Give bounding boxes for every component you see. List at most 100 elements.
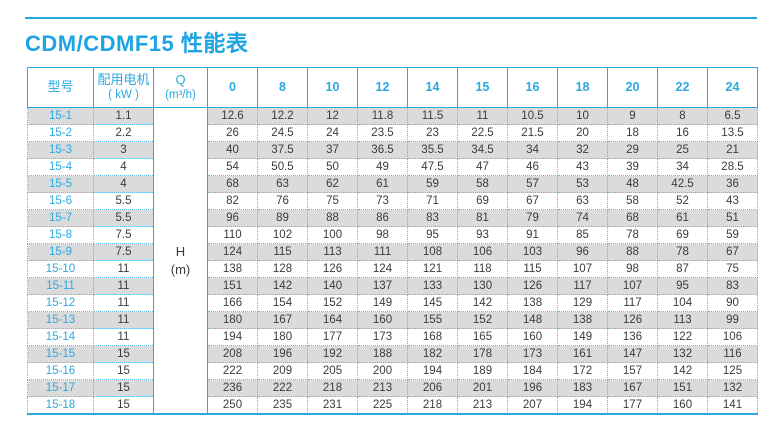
motor-power-cell: 5.5 xyxy=(93,192,154,210)
value-cell: 99 xyxy=(707,311,758,329)
value-cell: 236 xyxy=(207,379,258,397)
value-cell: 91 xyxy=(507,226,558,244)
model-cell: 15-17 xyxy=(27,379,94,397)
value-cell: 98 xyxy=(357,226,408,244)
col-header-flow-10: 10 xyxy=(307,67,358,108)
model-cell: 15-2 xyxy=(27,124,94,142)
value-cell: 154 xyxy=(257,294,308,312)
table-row: 15-3 3 40 37.5 37 36.5 35.5 34.5 34 32 29 25 21 xyxy=(27,141,758,159)
model-cell: 15-4 xyxy=(27,158,94,176)
col-header-flow-22: 22 xyxy=(657,67,708,108)
col-header-motor: 配用电机 ( kW ) xyxy=(93,67,154,108)
value-cell: 63 xyxy=(557,192,608,210)
model-cell: 15-13 xyxy=(27,311,94,329)
value-cell: 151 xyxy=(207,277,258,295)
table-row: 15-4 4 54 50.5 50 49 47.5 47 46 43 39 34 28.5 xyxy=(27,158,758,176)
value-cell: 118 xyxy=(457,260,508,278)
value-cell: 121 xyxy=(407,260,458,278)
value-cell: 200 xyxy=(357,362,408,380)
value-cell: 57 xyxy=(507,175,558,193)
value-cell: 108 xyxy=(407,243,458,261)
table-row: 15-18 15 250 235 231 225 218 213 207 194 177 160 141 xyxy=(27,396,758,415)
table-row: 15-8 7.5 110 102 100 98 95 93 91 85 78 69 59 xyxy=(27,226,758,244)
value-cell: 133 xyxy=(407,277,458,295)
value-cell: 115 xyxy=(257,243,308,261)
value-cell: 124 xyxy=(207,243,258,261)
value-cell: 68 xyxy=(207,175,258,193)
value-cell: 24.5 xyxy=(257,124,308,142)
value-cell: 83 xyxy=(707,277,758,295)
motor-power-cell: 5.5 xyxy=(93,209,154,227)
value-cell: 104 xyxy=(657,294,708,312)
value-cell: 235 xyxy=(257,396,308,415)
value-cell: 34.5 xyxy=(457,141,508,159)
value-cell: 35.5 xyxy=(407,141,458,159)
value-cell: 23.5 xyxy=(357,124,408,142)
value-cell: 132 xyxy=(707,379,758,397)
value-cell: 63 xyxy=(257,175,308,193)
value-cell: 95 xyxy=(407,226,458,244)
value-cell: 207 xyxy=(507,396,558,415)
value-cell: 86 xyxy=(357,209,408,227)
value-cell: 62 xyxy=(307,175,358,193)
value-cell: 12.6 xyxy=(207,107,258,125)
value-cell: 29 xyxy=(607,141,658,159)
value-cell: 126 xyxy=(507,277,558,295)
value-cell: 54 xyxy=(207,158,258,176)
value-cell: 126 xyxy=(607,311,658,329)
motor-power-cell: 15 xyxy=(93,379,154,397)
value-cell: 213 xyxy=(357,379,408,397)
value-cell: 106 xyxy=(457,243,508,261)
value-cell: 83 xyxy=(407,209,458,227)
value-cell: 42.5 xyxy=(657,175,708,193)
col-header-flow-0: 0 xyxy=(207,67,258,108)
motor-power-cell: 11 xyxy=(93,311,154,329)
motor-power-cell: 15 xyxy=(93,362,154,380)
value-cell: 141 xyxy=(707,396,758,415)
value-cell: 47 xyxy=(457,158,508,176)
col-header-flow-15: 15 xyxy=(457,67,508,108)
value-cell: 194 xyxy=(407,362,458,380)
value-cell: 81 xyxy=(457,209,508,227)
value-cell: 196 xyxy=(507,379,558,397)
value-cell: 58 xyxy=(457,175,508,193)
model-cell: 15-1 xyxy=(27,107,94,125)
value-cell: 137 xyxy=(357,277,408,295)
value-cell: 24 xyxy=(307,124,358,142)
model-cell: 15-5 xyxy=(27,175,94,193)
value-cell: 145 xyxy=(407,294,458,312)
value-cell: 182 xyxy=(407,345,458,363)
table-row: 15-7 5.5 96 89 88 86 83 81 79 74 68 61 51 xyxy=(27,209,758,227)
value-cell: 142 xyxy=(457,294,508,312)
value-cell: 142 xyxy=(657,362,708,380)
motor-power-cell: 15 xyxy=(93,396,154,415)
performance-table: 型号 配用电机 ( kW ) Q (m³/h) 0 8 10 12 14 15 16 18 20… xyxy=(27,67,758,415)
table-body: 15-1 1.1 H (m) 12.6 12.2 12 11.8 11.5 11 10.5 10 9 8 6… xyxy=(27,107,758,415)
value-cell: 16 xyxy=(657,124,708,142)
value-cell: 21 xyxy=(707,141,758,159)
table-row: 15-16 15 222 209 205 200 194 189 184 172 157 142 125 xyxy=(27,362,758,380)
top-divider xyxy=(25,17,757,19)
value-cell: 151 xyxy=(657,379,708,397)
value-cell: 67 xyxy=(507,192,558,210)
value-cell: 39 xyxy=(607,158,658,176)
value-cell: 9 xyxy=(607,107,658,125)
value-cell: 50 xyxy=(307,158,358,176)
table-row: 15-6 5.5 82 76 75 73 71 69 67 63 58 52 43 xyxy=(27,192,758,210)
value-cell: 201 xyxy=(457,379,508,397)
value-cell: 167 xyxy=(607,379,658,397)
model-cell: 15-8 xyxy=(27,226,94,244)
table-row: 15-10 11 138 128 126 124 121 118 115 107 98 87 75 xyxy=(27,260,758,278)
motor-power-cell: 11 xyxy=(93,328,154,346)
value-cell: 22.5 xyxy=(457,124,508,142)
col-header-flow-20: 20 xyxy=(607,67,658,108)
value-cell: 88 xyxy=(307,209,358,227)
value-cell: 148 xyxy=(507,311,558,329)
value-cell: 208 xyxy=(207,345,258,363)
value-cell: 178 xyxy=(457,345,508,363)
col-header-flow-24: 24 xyxy=(707,67,758,108)
value-cell: 43 xyxy=(707,192,758,210)
value-cell: 206 xyxy=(407,379,458,397)
motor-power-cell: 15 xyxy=(93,345,154,363)
value-cell: 136 xyxy=(607,328,658,346)
